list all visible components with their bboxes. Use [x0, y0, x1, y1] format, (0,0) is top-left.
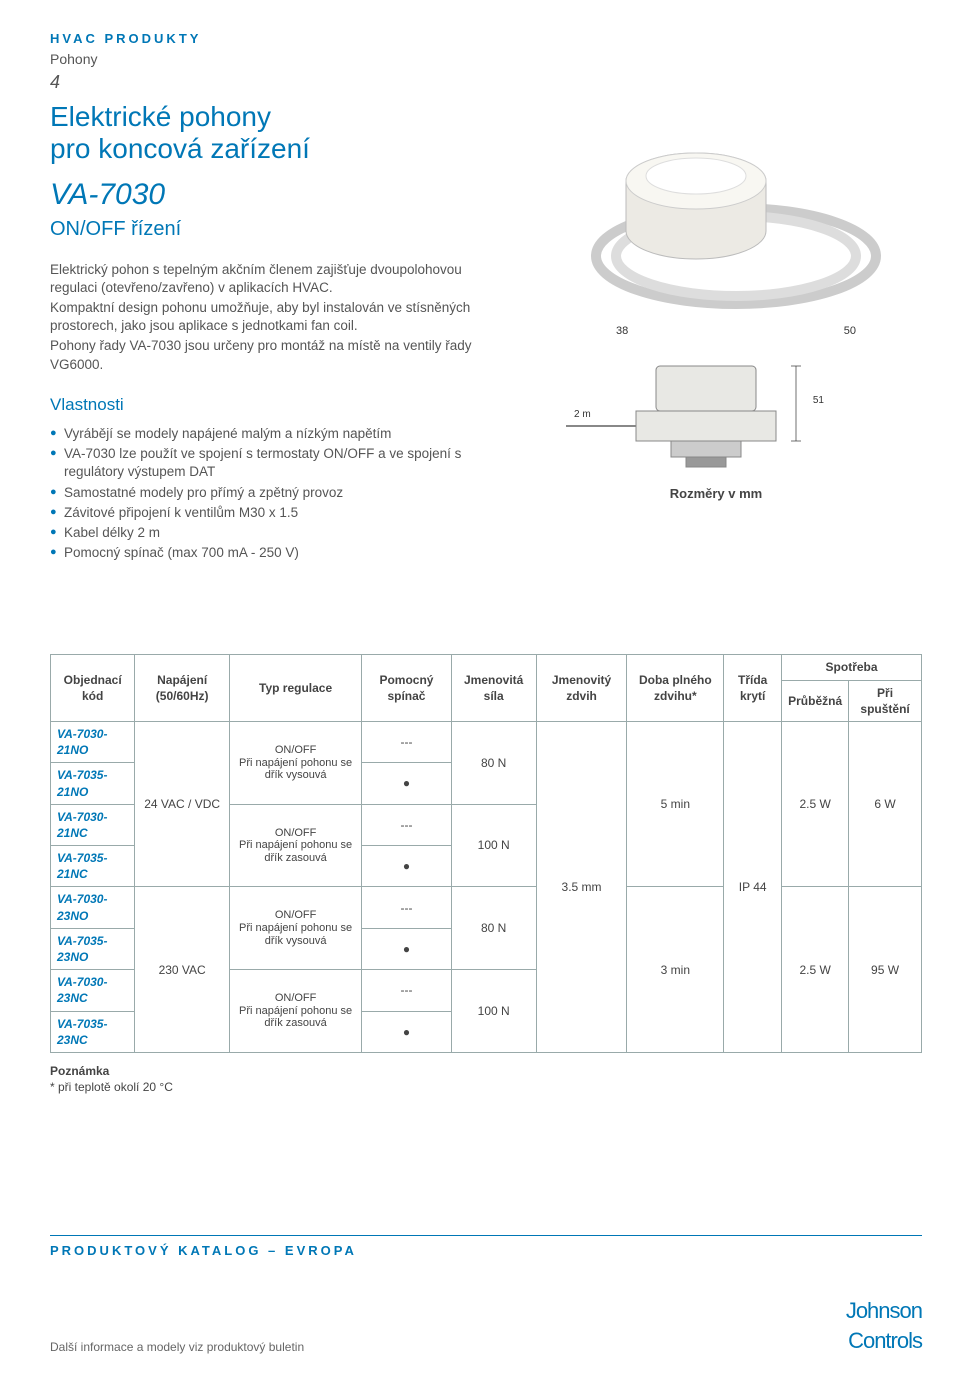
feature-item: Samostatné modely pro přímý a zpětný pro…	[50, 484, 480, 502]
cell-force: 80 N	[451, 721, 536, 804]
th-cons-start: Při spuštění	[849, 680, 922, 721]
brand-logo: Johnson Controls	[846, 1296, 922, 1355]
cell-force: 100 N	[451, 804, 536, 887]
cell-reg-no: ON/OFFPři napájení pohonu se dřík vysouv…	[229, 721, 361, 804]
cell-aux: ---	[362, 887, 451, 928]
dim-51: 51	[813, 394, 824, 408]
feature-item: Závitové připojení k ventilům M30 x 1.5	[50, 504, 480, 522]
cell-supply-24: 24 VAC / VDC	[135, 721, 230, 887]
cell-code: VA-7035-21NO	[51, 763, 135, 804]
cell-code: VA-7035-23NC	[51, 1011, 135, 1052]
intro-p2: Kompaktní design pohonu umožňuje, aby by…	[50, 299, 480, 335]
title-line2: pro koncová zařízení	[50, 133, 310, 164]
cell-aux: ---	[362, 721, 451, 762]
th-ip: Třída krytí	[724, 655, 782, 722]
cell-time: 3 min	[627, 887, 724, 1053]
subcategory-label: Pohony	[50, 50, 922, 69]
cell-cons-start: 95 W	[849, 887, 922, 1053]
footer-note: Další informace a modely viz produktový …	[50, 1339, 304, 1355]
spec-table: Objednací kód Napájení (50/60Hz) Typ reg…	[50, 654, 922, 1053]
dimension-caption: Rozměry v mm	[556, 485, 876, 503]
features-heading: Vlastnosti	[50, 394, 480, 417]
right-column: 38 50 2 m 51 Rozměry v mm	[510, 101, 922, 565]
left-column: Elektrické pohony pro koncová zařízení V…	[50, 101, 480, 565]
cell-force: 100 N	[451, 970, 536, 1053]
cell-reg-no: ON/OFFPři napájení pohonu se dřík vysouv…	[229, 887, 361, 970]
logo-line2: Controls	[846, 1326, 922, 1356]
footer-catalog: PRODUKTOVÝ KATALOG – EVROPA	[50, 1242, 922, 1260]
cell-cons-cont: 2.5 W	[782, 887, 849, 1053]
cell-force: 80 N	[451, 887, 536, 970]
th-stroke: Jmenovitý zdvih	[536, 655, 627, 722]
footnote: Poznámka * při teplotě okolí 20 °C	[50, 1063, 922, 1095]
logo-line1: Johnson	[846, 1296, 922, 1326]
feature-item: Kabel délky 2 m	[50, 524, 480, 542]
cell-code: VA-7030-23NC	[51, 970, 135, 1011]
note-label: Poznámka	[50, 1064, 109, 1078]
feature-item: VA-7030 lze použít ve spojení s termosta…	[50, 445, 480, 481]
cell-supply-230: 230 VAC	[135, 887, 230, 1053]
title-line1: Elektrické pohony	[50, 101, 271, 132]
header: HVAC PRODUKTY Pohony 4	[50, 30, 922, 95]
th-force: Jmenovitá síla	[451, 655, 536, 722]
intro-p1: Elektrický pohon s tepelným akčním člene…	[50, 261, 480, 297]
cell-cons-cont: 2.5 W	[782, 721, 849, 887]
feature-item: Pomocný spínač (max 700 mA - 250 V)	[50, 544, 480, 562]
dimension-drawing: 2 m 51 Rozměry v mm	[556, 356, 876, 502]
note-text: * při teplotě okolí 20 °C	[50, 1080, 173, 1094]
dim-50: 50	[844, 324, 856, 339]
cell-ip: IP 44	[724, 721, 782, 1052]
intro-p3: Pohony řady VA-7030 jsou určeny pro mont…	[50, 337, 480, 373]
th-supply: Napájení (50/60Hz)	[135, 655, 230, 722]
category-label: HVAC PRODUKTY	[50, 30, 922, 48]
cell-code: VA-7030-23NO	[51, 887, 135, 928]
cell-time: 5 min	[627, 721, 724, 887]
th-consumption: Spotřeba	[782, 655, 922, 680]
model-number: VA-7030	[50, 175, 480, 216]
product-photo: 38 50	[536, 101, 896, 321]
dim-38: 38	[616, 324, 628, 339]
cell-reg-nc: ON/OFFPři napájení pohonu se dřík zasouv…	[229, 804, 361, 887]
th-reg: Typ regulace	[229, 655, 361, 722]
cell-code: VA-7035-23NO	[51, 928, 135, 969]
page-number: 4	[50, 70, 922, 94]
cell-aux: ---	[362, 804, 451, 845]
cell-aux: ●	[362, 846, 451, 887]
cell-code: VA-7035-21NC	[51, 846, 135, 887]
cell-aux: ●	[362, 928, 451, 969]
cell-aux: ●	[362, 763, 451, 804]
cell-aux: ---	[362, 970, 451, 1011]
th-code: Objednací kód	[51, 655, 135, 722]
cell-cons-start: 6 W	[849, 721, 922, 887]
footer-rule	[50, 1235, 922, 1236]
th-time: Doba plného zdvihu*	[627, 655, 724, 722]
th-aux: Pomocný spínač	[362, 655, 451, 722]
features-list: Vyrábějí se modely napájené malým a nízk…	[50, 425, 480, 563]
subtitle: ON/OFF řízení	[50, 216, 480, 243]
cell-reg-nc: ON/OFFPři napájení pohonu se dřík zasouv…	[229, 970, 361, 1053]
th-cons-cont: Průběžná	[782, 680, 849, 721]
cell-stroke: 3.5 mm	[536, 721, 627, 1052]
cell-aux: ●	[362, 1011, 451, 1052]
cell-code: VA-7030-21NO	[51, 721, 135, 762]
feature-item: Vyrábějí se modely napájené malým a nízk…	[50, 425, 480, 443]
dim-2m: 2 m	[574, 408, 591, 422]
cell-code: VA-7030-21NC	[51, 804, 135, 845]
page-title: Elektrické pohony pro koncová zařízení	[50, 101, 480, 165]
footer-row: Další informace a modely viz produktový …	[50, 1296, 922, 1355]
